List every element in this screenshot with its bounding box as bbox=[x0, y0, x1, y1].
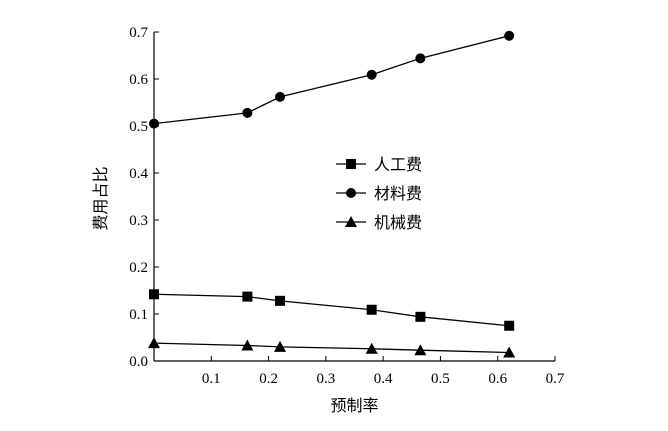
legend-marker bbox=[346, 159, 356, 169]
y-tick-label: 0.7 bbox=[129, 25, 148, 41]
y-axis-title: 费用占比 bbox=[91, 166, 110, 230]
data-point bbox=[504, 30, 515, 41]
x-axis-title: 预制率 bbox=[330, 396, 378, 415]
series-line bbox=[153, 35, 510, 125]
data-point bbox=[504, 320, 515, 331]
data-point bbox=[242, 107, 253, 118]
data-point bbox=[275, 91, 286, 102]
data-point bbox=[366, 69, 377, 80]
data-point bbox=[148, 337, 160, 349]
series-line bbox=[153, 342, 510, 354]
x-tick-label: 0.4 bbox=[374, 371, 393, 387]
x-tick-label: 0.1 bbox=[202, 371, 221, 387]
legend-entry: 材料费 bbox=[336, 184, 422, 203]
legend-label: 材料费 bbox=[374, 184, 422, 203]
chart-series bbox=[148, 30, 516, 358]
x-tick-label: 0.6 bbox=[488, 371, 507, 387]
data-point bbox=[415, 311, 426, 322]
series-line bbox=[153, 293, 510, 327]
legend-label: 机械费 bbox=[374, 213, 422, 232]
data-point bbox=[242, 291, 253, 302]
x-tick-label: 0.2 bbox=[259, 371, 278, 387]
data-point bbox=[414, 344, 427, 356]
series-1 bbox=[149, 30, 515, 129]
series-2 bbox=[148, 337, 516, 358]
y-tick-label: 0.5 bbox=[129, 119, 148, 135]
data-point bbox=[366, 304, 377, 315]
data-point bbox=[503, 346, 516, 358]
y-tick-label: 0.4 bbox=[129, 166, 148, 182]
y-tick-label: 0.6 bbox=[129, 72, 148, 88]
data-point bbox=[149, 289, 159, 300]
legend-marker bbox=[346, 188, 356, 198]
legend-marker bbox=[345, 216, 357, 227]
x-tick-label: 0.5 bbox=[431, 371, 450, 387]
y-tick-label: 0.0 bbox=[129, 354, 148, 370]
series-0 bbox=[149, 289, 515, 331]
data-point bbox=[365, 342, 378, 354]
legend-entry: 机械费 bbox=[336, 213, 422, 232]
legend-label: 人工费 bbox=[374, 155, 422, 174]
x-tick-label: 0.7 bbox=[546, 371, 565, 387]
x-tick-label: 0.3 bbox=[316, 371, 335, 387]
data-point bbox=[274, 340, 287, 352]
data-point bbox=[241, 339, 254, 351]
data-point bbox=[415, 53, 426, 64]
y-tick-label: 0.1 bbox=[129, 307, 148, 323]
chart-axes: 0.1 0.2 0.3 0.4 0.5 0.6 0.7 0.0 0.1 0.2 0.3 0.4 0.5 0… bbox=[129, 25, 565, 387]
y-tick-label: 0.3 bbox=[129, 213, 148, 229]
data-point bbox=[149, 118, 159, 129]
data-point bbox=[275, 295, 286, 306]
legend-entry: 人工费 bbox=[336, 155, 422, 174]
y-tick-label: 0.2 bbox=[129, 260, 148, 276]
